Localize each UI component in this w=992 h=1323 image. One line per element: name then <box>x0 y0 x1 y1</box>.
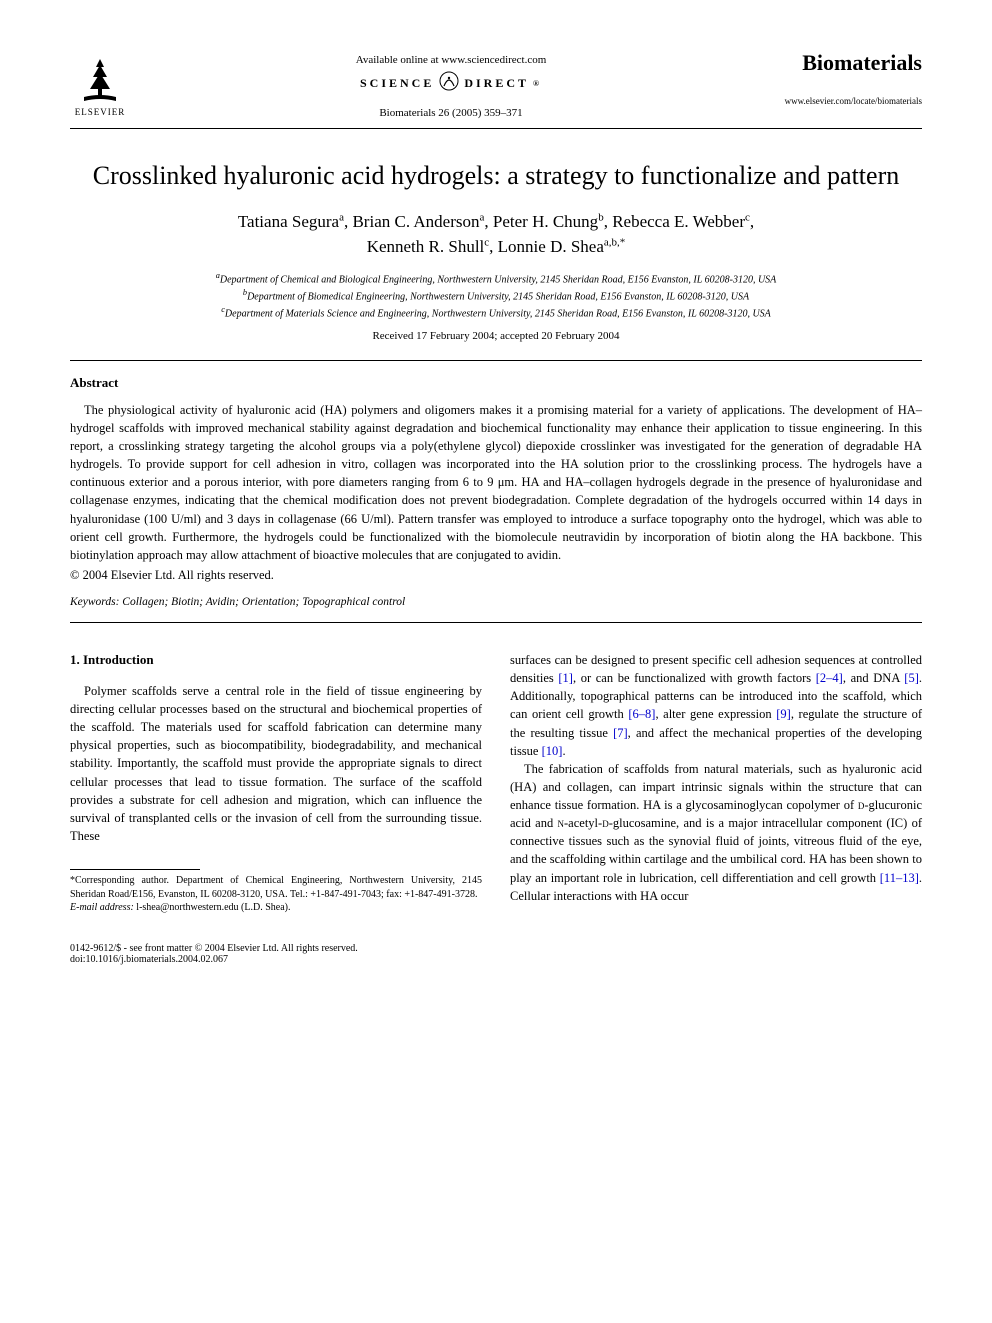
sd-text-1: SCIENCE <box>360 76 434 91</box>
ref-link-4[interactable]: [6–8] <box>628 707 655 721</box>
article-title: Crosslinked hyaluronic acid hydrogels: a… <box>70 159 922 193</box>
affiliation-b-text: Department of Biomedical Engineering, No… <box>247 291 749 302</box>
author-5: Kenneth R. Shull <box>367 237 485 256</box>
body-columns: 1. Introduction Polymer scaffolds serve … <box>70 651 922 914</box>
affiliation-a: aDepartment of Chemical and Biological E… <box>70 270 922 287</box>
abstract-text: The physiological activity of hyaluronic… <box>70 401 922 564</box>
copyright-text: © 2004 Elsevier Ltd. All rights reserved… <box>70 566 922 584</box>
ref-link-7[interactable]: [10] <box>542 744 563 758</box>
ref-link-5[interactable]: [9] <box>776 707 791 721</box>
text-frag: -acetyl- <box>564 816 602 830</box>
authors-list: Tatiana Seguraa, Brian C. Andersona, Pet… <box>70 209 922 260</box>
ref-link-3[interactable]: [5] <box>904 671 919 685</box>
email-footnote: E-mail address: l-shea@northwestern.edu … <box>70 901 482 915</box>
journal-box: Biomaterials www.elsevier.com/locate/bio… <box>772 50 922 106</box>
corresponding-star-icon: * <box>620 237 626 249</box>
intro-paragraph-1-cont: surfaces can be designed to present spec… <box>510 651 922 760</box>
sd-reg-icon: ® <box>533 79 542 88</box>
affiliations: aDepartment of Chemical and Biological E… <box>70 270 922 322</box>
tree-icon <box>76 53 124 105</box>
footer-copyright: 0142-9612/$ - see front matter © 2004 El… <box>70 943 358 954</box>
author-2: , Brian C. Anderson <box>344 212 480 231</box>
author-1: Tatiana Segura <box>238 212 339 231</box>
ref-link-6[interactable]: [7] <box>613 726 628 740</box>
column-left: 1. Introduction Polymer scaffolds serve … <box>70 651 482 914</box>
footer-doi: doi:10.1016/j.biomaterials.2004.02.067 <box>70 954 358 965</box>
abstract-bottom-rule <box>70 622 922 623</box>
received-dates: Received 17 February 2004; accepted 20 F… <box>70 330 922 342</box>
sd-swirl-icon <box>438 70 460 97</box>
column-right: surfaces can be designed to present spec… <box>510 651 922 914</box>
corresponding-footnote: *Corresponding author. Department of Che… <box>70 874 482 901</box>
ref-link-8[interactable]: [11–13] <box>880 871 919 885</box>
footer-left: 0142-9612/$ - see front matter © 2004 El… <box>70 943 358 965</box>
section-1-heading: 1. Introduction <box>70 651 482 670</box>
page-footer: 0142-9612/$ - see front matter © 2004 El… <box>70 943 922 965</box>
text-frag: . <box>562 744 565 758</box>
text-frag: , or can be functionalized with growth f… <box>573 671 816 685</box>
email-value: l-shea@northwestern.edu (L.D. Shea). <box>134 902 291 913</box>
text-frag: , alter gene expression <box>655 707 776 721</box>
available-online-text: Available online at www.sciencedirect.co… <box>130 54 772 66</box>
elsevier-label: ELSEVIER <box>75 107 126 117</box>
author-4-aff: c <box>745 211 750 223</box>
footnote-rule <box>70 869 200 870</box>
journal-name: Biomaterials <box>772 50 922 76</box>
abstract-top-rule <box>70 360 922 361</box>
affiliation-b: bDepartment of Biomedical Engineering, N… <box>70 287 922 304</box>
header-row: ELSEVIER Available online at www.science… <box>70 50 922 120</box>
ref-link-1[interactable]: [1] <box>558 671 573 685</box>
text-frag: , and DNA <box>843 671 904 685</box>
author-3: , Peter H. Chung <box>484 212 598 231</box>
intro-paragraph-2: The fabrication of scaffolds from natura… <box>510 760 922 905</box>
affiliation-c-text: Department of Materials Science and Engi… <box>225 309 771 320</box>
citation-text: Biomaterials 26 (2005) 359–371 <box>130 107 772 119</box>
author-4: , Rebecca E. Webber <box>604 212 745 231</box>
affiliation-a-text: Department of Chemical and Biological En… <box>220 274 776 285</box>
keywords-label: Keywords: <box>70 596 119 608</box>
intro-paragraph-1: Polymer scaffolds serve a central role i… <box>70 682 482 845</box>
journal-url: www.elsevier.com/locate/biomaterials <box>772 96 922 106</box>
header-center: Available online at www.sciencedirect.co… <box>130 50 772 119</box>
author-6-aff: a,b, <box>604 237 620 249</box>
ref-link-2[interactable]: [2–4] <box>816 671 843 685</box>
affiliation-c: cDepartment of Materials Science and Eng… <box>70 304 922 321</box>
elsevier-logo: ELSEVIER <box>70 50 130 120</box>
keywords-value: Collagen; Biotin; Avidin; Orientation; T… <box>119 596 405 608</box>
keywords-line: Keywords: Collagen; Biotin; Avidin; Orie… <box>70 596 922 608</box>
abstract-heading: Abstract <box>70 375 922 391</box>
sd-text-2: DIRECT <box>464 76 529 91</box>
author-6: , Lonnie D. Shea <box>489 237 604 256</box>
sciencedirect-logo: SCIENCE DIRECT ® <box>130 70 772 97</box>
email-label: E-mail address: <box>70 902 134 913</box>
header-rule <box>70 128 922 129</box>
